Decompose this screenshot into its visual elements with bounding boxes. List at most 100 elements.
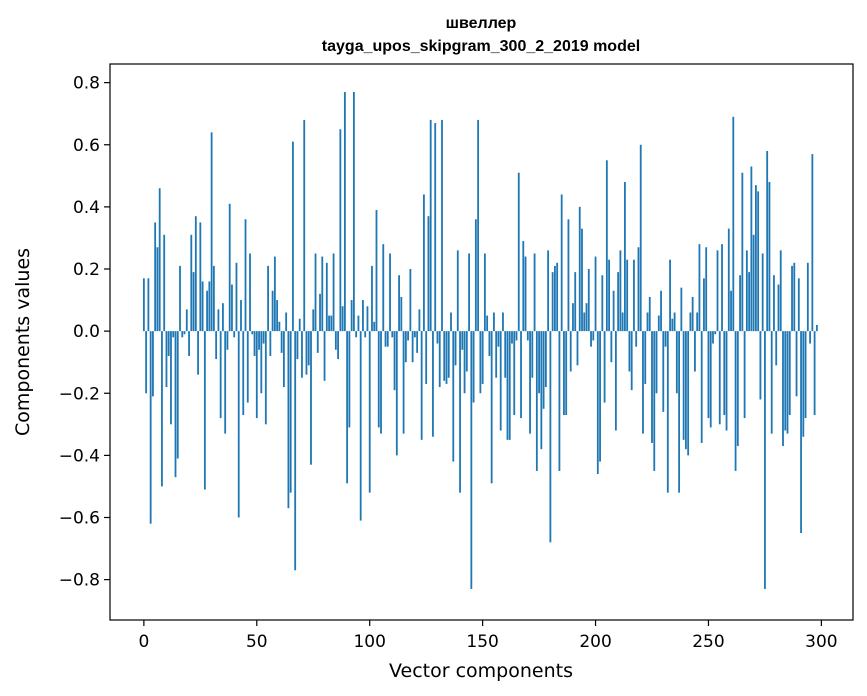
bar (154, 222, 157, 332)
bar (474, 219, 477, 332)
bar (301, 331, 303, 378)
bar (563, 331, 565, 415)
bar (479, 331, 482, 394)
bar (642, 331, 644, 434)
bar (271, 290, 274, 332)
bar (323, 331, 326, 381)
bar (142, 278, 145, 332)
bar (337, 331, 339, 360)
bar (669, 259, 671, 332)
bar (332, 253, 335, 332)
bar (307, 331, 310, 366)
bar (375, 209, 378, 332)
bar (251, 331, 254, 335)
bar (402, 331, 405, 434)
y-tick-label: −0.2 (59, 384, 100, 404)
bar (590, 331, 592, 347)
bar (149, 331, 152, 524)
bar (684, 331, 687, 450)
bar (341, 306, 344, 332)
x-tick-label: 200 (579, 632, 611, 652)
bar (714, 331, 717, 335)
bar (328, 315, 330, 332)
bar (179, 265, 181, 332)
bar (696, 312, 699, 332)
bar (303, 119, 306, 332)
bar (249, 253, 251, 332)
bar (759, 331, 762, 400)
bar (775, 331, 778, 366)
bar (576, 331, 579, 366)
bar (605, 160, 608, 332)
bar (366, 306, 369, 332)
bar (750, 166, 753, 332)
bar (199, 222, 202, 332)
bar (339, 129, 342, 332)
y-tick-label: 0.8 (73, 74, 100, 94)
bar (246, 331, 249, 403)
bar (517, 172, 520, 332)
bar (409, 269, 412, 332)
bar (167, 331, 170, 356)
bar (524, 256, 527, 332)
bar (321, 256, 324, 332)
bar (811, 154, 814, 332)
bar (486, 315, 489, 332)
bar (450, 312, 452, 332)
bar (526, 331, 529, 341)
bar (206, 290, 209, 332)
bar (739, 275, 741, 332)
bar (359, 331, 362, 521)
bar (619, 250, 622, 332)
bar (384, 331, 387, 347)
bar (190, 234, 193, 332)
bar (633, 259, 635, 332)
bar (727, 228, 730, 332)
bar (260, 331, 263, 394)
bar (791, 265, 793, 332)
bar (208, 281, 211, 332)
bar (481, 331, 484, 384)
bar (673, 312, 676, 332)
bar (522, 241, 525, 332)
bar (782, 331, 784, 447)
bar (560, 194, 563, 332)
bar (705, 247, 708, 332)
x-axis: 0 50 100 150 200 250 300 (138, 620, 838, 652)
bar (493, 312, 495, 332)
bar (454, 331, 457, 366)
bar (292, 141, 294, 332)
bar (624, 182, 626, 332)
bar (707, 331, 710, 419)
bar (228, 203, 231, 332)
bar (773, 275, 775, 332)
bar (217, 309, 220, 332)
bar (583, 312, 586, 332)
bar (797, 278, 800, 332)
y-tick-label: 0.2 (73, 260, 100, 280)
bar (621, 312, 624, 332)
bar (158, 188, 161, 332)
bar (255, 331, 258, 419)
bar (490, 331, 493, 484)
bar (156, 247, 159, 332)
bar (628, 331, 631, 372)
bar (357, 315, 360, 332)
bar (675, 331, 678, 394)
bar (660, 290, 662, 332)
bar (477, 119, 480, 332)
y-axis-label: Components values (12, 248, 34, 436)
bar (549, 331, 552, 543)
bar (210, 132, 213, 332)
bar (219, 331, 222, 419)
bar (400, 296, 403, 332)
bar (786, 331, 789, 434)
bar (242, 331, 245, 415)
bar (779, 250, 782, 332)
bar (533, 253, 536, 332)
bar (653, 331, 656, 471)
bar (703, 278, 705, 332)
bar (617, 272, 620, 332)
bar (145, 331, 148, 394)
y-tick-label: −0.6 (59, 508, 100, 528)
